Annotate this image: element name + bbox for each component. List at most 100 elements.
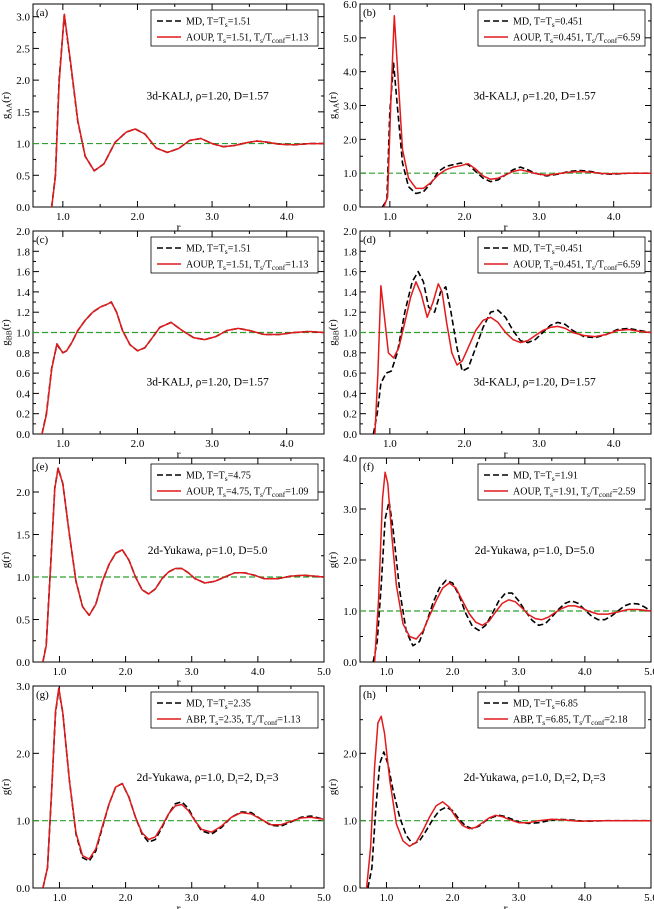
- panel-label: (e): [36, 461, 49, 473]
- y-axis-label: gAA(r): [0, 92, 14, 120]
- y-tick-label: 0.5: [16, 615, 30, 627]
- panel-h: 1.0 2.0 3.0 4.0 5.0 0.0 1.0 2.0 r g(r) (h) MD, T=Ts…: [327, 685, 654, 909]
- x-tick-label: 1.0: [383, 211, 397, 223]
- panel-label: (g): [36, 689, 49, 701]
- y-tick-label: 2.5: [16, 43, 30, 55]
- series-aoup: [374, 281, 651, 434]
- legend-box: [150, 463, 319, 501]
- panel-label: (d): [363, 234, 376, 246]
- x-axis-label: r: [504, 675, 508, 689]
- x-tick-label: 2.0: [458, 211, 472, 223]
- y-tick-label: 0.2: [343, 409, 357, 421]
- x-tick-label: 5.0: [317, 892, 331, 904]
- y-tick-label: 1.2: [343, 307, 357, 319]
- x-tick-label: 1.0: [380, 666, 394, 678]
- panel-b: 1.0 2.0 3.0 4.0 0.0 1.0 2.0 3.0 4.0 5.0 6.0 r gAA(r)…: [327, 0, 652, 234]
- y-axis-label: g(r): [0, 778, 12, 795]
- x-tick-label: 1.0: [56, 211, 70, 223]
- legend-label: AOUP, Ts=0.451, Ts/Tconf=6.59: [513, 260, 640, 273]
- y-tick-label: 1.8: [343, 246, 357, 258]
- panel-c: 1.0 2.0 3.0 4.0 0.0 0.2 0.4 0.6 0.8 1.0 1.2 1.4 1.6 1…: [0, 226, 325, 461]
- x-tick-label: 4.0: [578, 666, 592, 678]
- y-axis-label: gBB(r): [327, 319, 341, 346]
- x-tick-label: 2.0: [131, 211, 145, 223]
- y-axis-label: g(r): [0, 551, 12, 568]
- system-annotation: 3d-KALJ, ρ=1.20, D=1.57: [146, 90, 268, 102]
- legend-label: AOUP, Ts=4.75, Ts/Tconf=1.09: [186, 487, 308, 500]
- curves: [372, 270, 651, 434]
- y-tick-label: 0.0: [16, 883, 30, 895]
- x-tick-label: 3.0: [185, 892, 199, 904]
- y-tick-label: 2.0: [16, 748, 30, 760]
- curves: [381, 15, 651, 207]
- y-tick-label: 0.8: [16, 348, 30, 360]
- legend-label: MD, T=Ts=1.51: [186, 17, 251, 30]
- panel-f: 1.0 2.0 3.0 4.0 5.0 0.0 1.0 2.0 3.0 4.0 r g(r) (f) MD…: [327, 453, 654, 689]
- legend-label: AOUP, Ts=1.51, Ts/Tconf=1.13: [186, 260, 308, 273]
- panel-d: 1.0 2.0 3.0 4.0 0.0 0.2 0.4 0.6 0.8 1.0 1.2 1.4 1.6 1…: [327, 226, 652, 461]
- curves: [41, 301, 324, 434]
- y-tick-label: 2.0: [343, 134, 357, 146]
- x-tick-label: 4.0: [607, 438, 621, 450]
- x-axis-label: r: [177, 447, 181, 461]
- y-tick-label: 6.0: [343, 0, 357, 11]
- y-tick-label: 1.5: [16, 530, 30, 542]
- y-tick-label: 2.0: [16, 226, 30, 238]
- panel-a: 1.0 2.0 3.0 4.0 0.0 0.5 1.0 1.5 2.0 2.5 3.0 r gAA(r)…: [0, 3, 325, 234]
- y-tick-label: 1.6: [343, 267, 357, 279]
- legend-box: [477, 463, 646, 501]
- legend-box: [477, 9, 646, 47]
- x-tick-label: 1.0: [56, 438, 70, 450]
- legend-label: MD, T=Ts=0.451: [513, 17, 583, 30]
- y-tick-label: 1.0: [343, 328, 357, 340]
- y-tick-label: 0.5: [16, 170, 30, 182]
- curves: [372, 471, 651, 662]
- panel-label: (c): [36, 234, 49, 246]
- y-tick-label: 1.4: [16, 287, 30, 299]
- x-tick-label: 2.0: [446, 666, 460, 678]
- y-tick-label: 0.0: [343, 883, 357, 895]
- legend-label: ABP, Ts=6.85, Ts/Tconf=2.18: [513, 715, 628, 728]
- x-tick-label: 2.0: [119, 892, 133, 904]
- y-tick-label: 4.0: [343, 67, 357, 79]
- x-axis-label: r: [504, 447, 508, 461]
- series-aoup: [42, 467, 324, 662]
- y-tick-label: 2.0: [343, 226, 357, 238]
- x-tick-label: 4.0: [251, 892, 265, 904]
- y-axis-label: g(r): [327, 551, 339, 568]
- legend-label: AOUP, Ts=1.91, Ts/Tconf=2.59: [513, 487, 635, 500]
- system-annotation: 3d-KALJ, ρ=1.20, D=1.57: [473, 376, 595, 388]
- y-tick-label: 2.0: [343, 555, 357, 567]
- series-md: [367, 751, 651, 888]
- x-axis-label: r: [504, 220, 508, 234]
- series-aoup: [50, 13, 324, 207]
- y-tick-label: 1.0: [16, 139, 30, 151]
- legend-label: MD, T=Ts=4.75: [186, 471, 251, 484]
- system-annotation: 3d-KALJ, ρ=1.20, D=1.57: [473, 90, 595, 102]
- y-tick-label: 1.8: [16, 246, 30, 258]
- series-abp: [365, 715, 651, 888]
- x-tick-label: 2.0: [119, 666, 133, 678]
- y-tick-label: 1.2: [16, 307, 30, 319]
- y-tick-label: 0.2: [16, 409, 30, 421]
- x-tick-label: 3.0: [185, 666, 199, 678]
- x-tick-label: 4.0: [280, 438, 294, 450]
- y-tick-label: 1.5: [16, 107, 30, 119]
- legend-box: [150, 9, 319, 47]
- y-tick-label: 3.0: [16, 681, 30, 693]
- y-tick-label: 1.4: [343, 287, 357, 299]
- y-tick-label: 0.8: [343, 348, 357, 360]
- legend-box: [150, 691, 319, 729]
- series-aoup: [373, 471, 651, 662]
- y-tick-label: 0.6: [16, 368, 30, 380]
- series-aoup: [41, 301, 324, 434]
- panel-label: (f): [363, 461, 374, 473]
- y-tick-label: 1.0: [343, 168, 357, 180]
- y-tick-label: 0.4: [343, 388, 357, 400]
- x-axis-label: r: [177, 675, 181, 689]
- y-tick-label: 0.0: [16, 202, 30, 214]
- y-tick-label: 1.0: [343, 816, 357, 828]
- y-tick-label: 0.0: [343, 202, 357, 214]
- legend-label: MD, T=Ts=1.91: [513, 471, 578, 484]
